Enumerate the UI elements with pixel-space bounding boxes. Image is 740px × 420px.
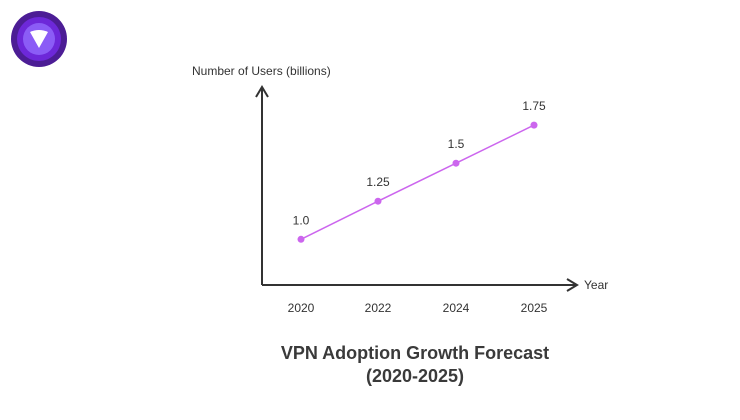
data-point [530, 121, 538, 129]
x-tick-labels: 2020 2022 2024 2025 [288, 301, 548, 315]
data-label: 1.5 [448, 137, 465, 151]
x-tick-label: 2024 [443, 301, 470, 315]
x-axis-label: Year [584, 278, 608, 292]
y-axis-label: Number of Users (billions) [192, 64, 331, 78]
chart-axes: Number of Users (billions) Year [192, 64, 608, 292]
x-tick-label: 2020 [288, 301, 315, 315]
data-label: 1.75 [522, 99, 546, 113]
y-axis-arrow [255, 85, 269, 98]
chart-title: VPN Adoption Growth Forecast (2020-2025) [280, 343, 550, 386]
x-axis-arrow [566, 278, 579, 292]
x-tick-label: 2025 [521, 301, 548, 315]
logo [11, 11, 67, 67]
data-point [297, 235, 305, 243]
data-point [374, 197, 382, 205]
shield-logo-icon [30, 30, 48, 48]
data-label: 1.0 [293, 213, 310, 227]
data-label: 1.25 [366, 175, 390, 189]
series-line [300, 124, 535, 240]
data-points [297, 121, 538, 243]
x-tick-label: 2022 [365, 301, 392, 315]
data-labels: 1.0 1.25 1.5 1.75 [293, 99, 546, 227]
data-point [452, 159, 460, 167]
